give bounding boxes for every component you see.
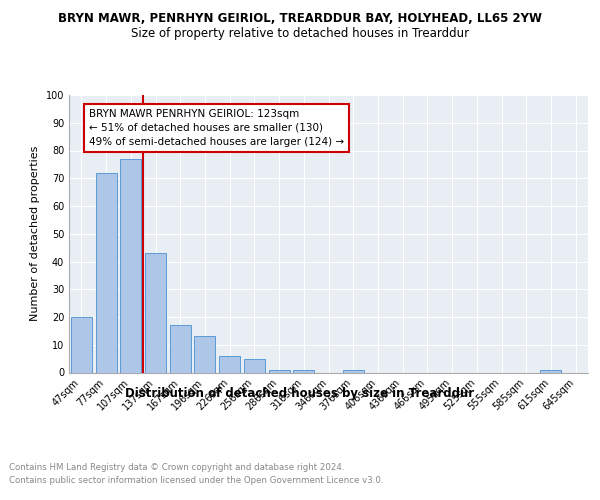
Bar <box>95 172 116 372</box>
Bar <box>343 370 364 372</box>
Bar <box>120 159 141 372</box>
Bar <box>269 370 290 372</box>
Bar <box>244 358 265 372</box>
Bar <box>145 253 166 372</box>
Text: Size of property relative to detached houses in Trearddur: Size of property relative to detached ho… <box>131 28 469 40</box>
Bar <box>71 317 92 372</box>
Text: BRYN MAWR PENRHYN GEIRIOL: 123sqm
← 51% of detached houses are smaller (130)
49%: BRYN MAWR PENRHYN GEIRIOL: 123sqm ← 51% … <box>89 109 344 147</box>
Text: Contains public sector information licensed under the Open Government Licence v3: Contains public sector information licen… <box>9 476 383 485</box>
Bar <box>194 336 215 372</box>
Text: Distribution of detached houses by size in Trearddur: Distribution of detached houses by size … <box>125 388 475 400</box>
Bar <box>170 326 191 372</box>
Bar <box>541 370 562 372</box>
Y-axis label: Number of detached properties: Number of detached properties <box>30 146 40 322</box>
Bar <box>293 370 314 372</box>
Text: BRYN MAWR, PENRHYN GEIRIOL, TREARDDUR BAY, HOLYHEAD, LL65 2YW: BRYN MAWR, PENRHYN GEIRIOL, TREARDDUR BA… <box>58 12 542 26</box>
Text: Contains HM Land Registry data © Crown copyright and database right 2024.: Contains HM Land Registry data © Crown c… <box>9 462 344 471</box>
Bar <box>219 356 240 372</box>
